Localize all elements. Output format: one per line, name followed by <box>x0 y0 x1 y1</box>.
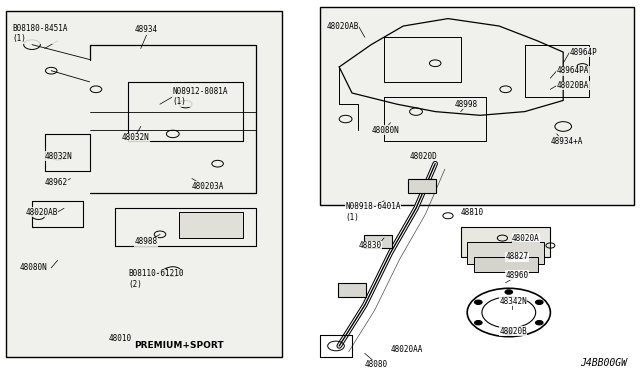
Bar <box>467 242 544 264</box>
Bar <box>474 257 538 272</box>
Text: PREMIUM+SPORT: PREMIUM+SPORT <box>134 341 224 350</box>
Text: 48934+A: 48934+A <box>550 137 583 146</box>
Text: 48020BA: 48020BA <box>557 81 589 90</box>
Text: N08912-8081A
(1): N08912-8081A (1) <box>173 87 228 106</box>
Text: 48964PA: 48964PA <box>557 66 589 75</box>
Circle shape <box>474 300 482 304</box>
Text: 48080N: 48080N <box>19 263 47 272</box>
Text: N08918-6401A
(1): N08918-6401A (1) <box>346 202 401 222</box>
Text: 48960: 48960 <box>506 271 529 280</box>
Text: 48827: 48827 <box>506 252 529 261</box>
Text: 48020AB: 48020AB <box>326 22 359 31</box>
Text: 48020AB: 48020AB <box>26 208 58 217</box>
Bar <box>338 283 366 297</box>
Text: 48080: 48080 <box>365 360 388 369</box>
Bar <box>408 179 436 193</box>
Text: J4BB00GW: J4BB00GW <box>580 358 627 368</box>
Circle shape <box>474 321 482 325</box>
Text: B08180-8451A
(1): B08180-8451A (1) <box>13 24 68 43</box>
Bar <box>6 11 282 357</box>
Text: 48032N: 48032N <box>122 133 149 142</box>
Text: 48962: 48962 <box>45 178 68 187</box>
Text: 48810: 48810 <box>461 208 484 217</box>
Text: 48020D: 48020D <box>410 152 437 161</box>
Text: 480203A: 480203A <box>192 182 225 190</box>
Bar <box>364 235 392 248</box>
Circle shape <box>505 331 513 335</box>
Text: 48830: 48830 <box>358 241 381 250</box>
Text: 48988: 48988 <box>134 237 157 246</box>
Bar <box>320 7 634 205</box>
Circle shape <box>505 290 513 294</box>
Text: 48020B: 48020B <box>499 327 527 336</box>
Text: 48342N: 48342N <box>499 297 527 306</box>
Text: 48934: 48934 <box>134 25 157 34</box>
Circle shape <box>536 300 543 304</box>
Text: 48020AA: 48020AA <box>390 345 423 354</box>
Text: 48010: 48010 <box>109 334 132 343</box>
Bar <box>179 212 243 238</box>
Text: B08110-61210
(2): B08110-61210 (2) <box>128 269 184 289</box>
Circle shape <box>536 321 543 325</box>
Text: 48998: 48998 <box>454 100 477 109</box>
Text: 48020A: 48020A <box>512 234 540 243</box>
Text: 48080N: 48080N <box>371 126 399 135</box>
Text: 48964P: 48964P <box>570 48 597 57</box>
Text: 48032N: 48032N <box>45 152 72 161</box>
Bar <box>461 227 550 257</box>
